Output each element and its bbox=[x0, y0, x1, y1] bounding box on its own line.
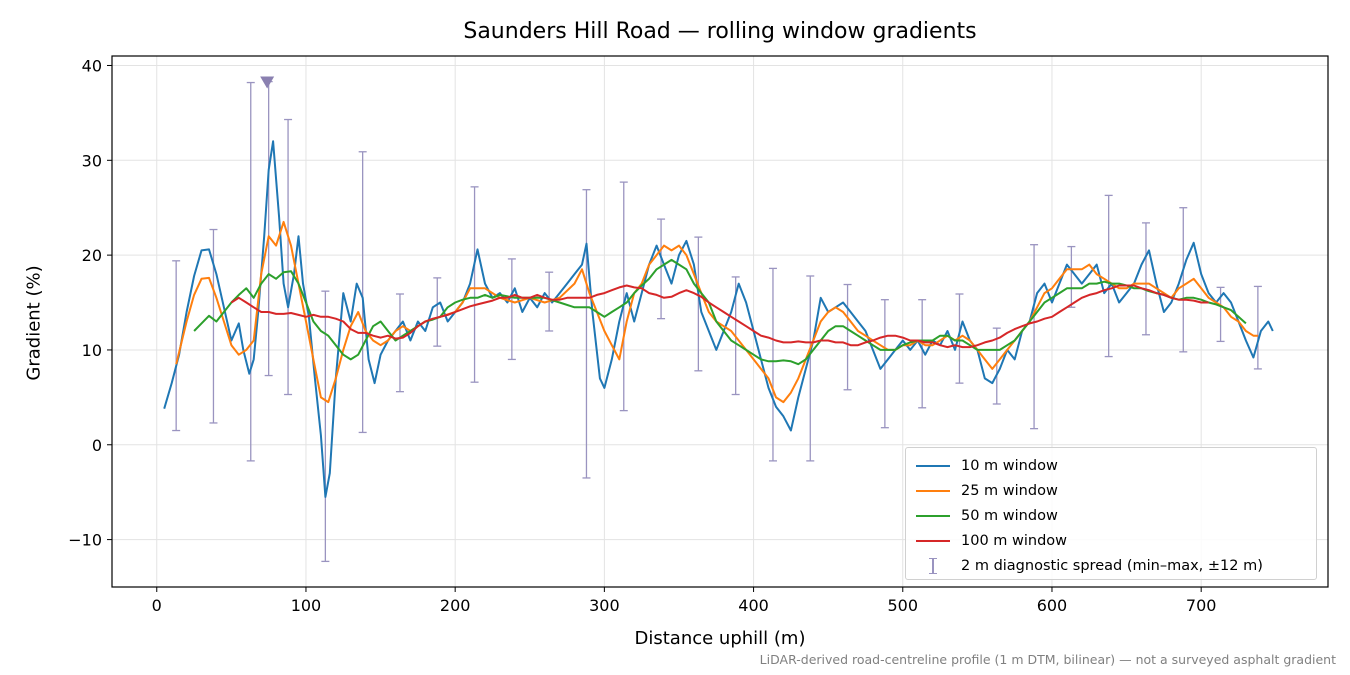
footnote: LiDAR-derived road-centreline profile (1… bbox=[759, 652, 1336, 667]
chart-title: Saunders Hill Road — rolling window grad… bbox=[463, 19, 977, 44]
x-tick-label: 200 bbox=[440, 596, 471, 615]
x-tick-label: 400 bbox=[738, 596, 769, 615]
y-tick-label: −10 bbox=[68, 531, 102, 550]
legend-label-50m: 50 m window bbox=[961, 507, 1058, 524]
legend-item-50m: 50 m window bbox=[916, 503, 1306, 528]
y-tick-label: 20 bbox=[82, 246, 102, 265]
axes-layer bbox=[111, 55, 1329, 588]
y-tick-label: 10 bbox=[82, 341, 102, 360]
x-tick-label: 700 bbox=[1186, 596, 1217, 615]
legend-label-25m: 25 m window bbox=[961, 482, 1058, 499]
legend: 10 m window 25 m window 50 m window 100 … bbox=[905, 447, 1317, 580]
legend-item-10m: 10 m window bbox=[916, 453, 1306, 478]
clipped-marker-triangle bbox=[260, 76, 275, 89]
legend-errorbar-glyph bbox=[916, 557, 950, 575]
x-axis-label: Distance uphill (m) bbox=[634, 628, 806, 649]
y-tick-label: 30 bbox=[82, 151, 102, 170]
legend-label-spread: 2 m diagnostic spread (min–max, ±12 m) bbox=[961, 557, 1263, 574]
legend-label-100m: 100 m window bbox=[961, 532, 1068, 549]
series-line-100m bbox=[230, 284, 1209, 349]
legend-item-25m: 25 m window bbox=[916, 478, 1306, 503]
series-line-25m bbox=[175, 220, 1258, 404]
legend-swatch-100m bbox=[916, 539, 950, 542]
legend-swatch-50m bbox=[916, 514, 950, 517]
legend-swatch-25m bbox=[916, 489, 950, 492]
y-tick-label: 40 bbox=[82, 56, 102, 75]
tick-layer: 0 100 200 300 400 500 600 700 −10 0 10 20 30 40 bbox=[68, 56, 1216, 615]
series-line-50m bbox=[193, 258, 1247, 366]
y-tick-label: 0 bbox=[92, 436, 102, 455]
x-tick-label: 100 bbox=[291, 596, 322, 615]
legend-swatch-10m bbox=[916, 464, 950, 467]
x-tick-label: 600 bbox=[1037, 596, 1068, 615]
series-layer bbox=[163, 140, 1274, 498]
legend-item-spread: 2 m diagnostic spread (min–max, ±12 m) bbox=[916, 553, 1306, 578]
x-tick-label: 500 bbox=[887, 596, 918, 615]
plot-frame bbox=[111, 55, 1329, 588]
x-tick-label: 0 bbox=[152, 596, 162, 615]
x-tick-label: 300 bbox=[589, 596, 620, 615]
y-axis-label: Gradient (%) bbox=[23, 265, 45, 381]
legend-label-10m: 10 m window bbox=[961, 457, 1058, 474]
grid-layer bbox=[112, 56, 1328, 587]
legend-item-100m: 100 m window bbox=[916, 528, 1306, 553]
series-line-10m bbox=[163, 140, 1274, 498]
